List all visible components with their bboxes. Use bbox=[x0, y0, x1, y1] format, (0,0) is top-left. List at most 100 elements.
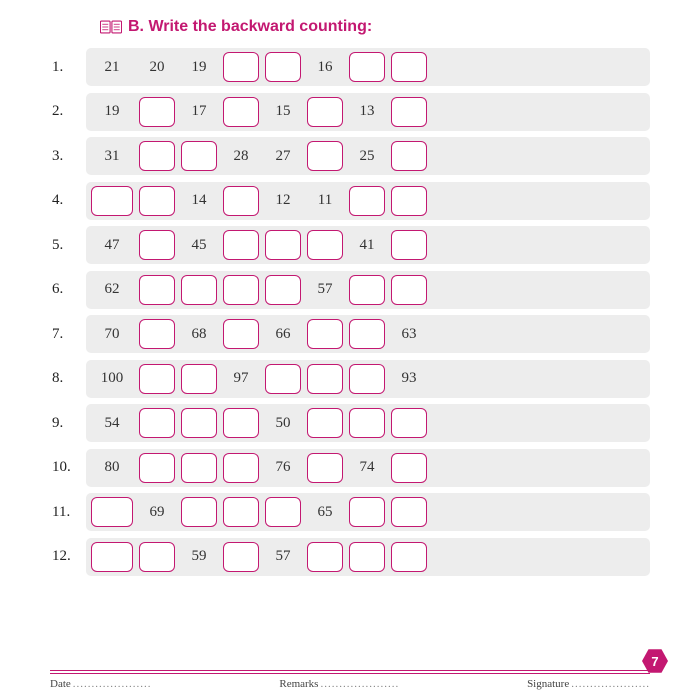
answer-box[interactable] bbox=[307, 319, 343, 349]
counting-row: 11.6965 bbox=[50, 493, 650, 531]
footer: Date ..................... Remarks .....… bbox=[0, 670, 700, 691]
given-number: 25 bbox=[349, 141, 385, 171]
given-number: 19 bbox=[91, 97, 133, 127]
answer-box[interactable] bbox=[91, 186, 133, 216]
cells-strip: 6965 bbox=[86, 493, 650, 531]
answer-box[interactable] bbox=[349, 364, 385, 394]
answer-box[interactable] bbox=[139, 364, 175, 394]
answer-box[interactable] bbox=[223, 319, 259, 349]
given-number: 68 bbox=[181, 319, 217, 349]
answer-box[interactable] bbox=[391, 275, 427, 305]
row-number: 10. bbox=[50, 459, 86, 476]
given-number: 65 bbox=[307, 497, 343, 527]
answer-box[interactable] bbox=[223, 230, 259, 260]
answer-box[interactable] bbox=[223, 275, 259, 305]
answer-box[interactable] bbox=[307, 97, 343, 127]
given-number: 12 bbox=[265, 186, 301, 216]
answer-box[interactable] bbox=[181, 364, 217, 394]
answer-box[interactable] bbox=[307, 364, 343, 394]
answer-box[interactable] bbox=[223, 497, 259, 527]
answer-box[interactable] bbox=[139, 275, 175, 305]
answer-box[interactable] bbox=[391, 542, 427, 572]
given-number: 17 bbox=[181, 97, 217, 127]
answer-box[interactable] bbox=[391, 453, 427, 483]
answer-box[interactable] bbox=[223, 453, 259, 483]
answer-box[interactable] bbox=[139, 408, 175, 438]
answer-box[interactable] bbox=[181, 275, 217, 305]
row-number: 1. bbox=[50, 59, 86, 76]
answer-box[interactable] bbox=[265, 275, 301, 305]
answer-box[interactable] bbox=[223, 542, 259, 572]
counting-row: 6.6257 bbox=[50, 271, 650, 309]
given-number: 50 bbox=[265, 408, 301, 438]
answer-box[interactable] bbox=[307, 141, 343, 171]
answer-box[interactable] bbox=[349, 186, 385, 216]
answer-box[interactable] bbox=[391, 408, 427, 438]
cells-strip: 5957 bbox=[86, 538, 650, 576]
answer-box[interactable] bbox=[223, 97, 259, 127]
answer-box[interactable] bbox=[265, 497, 301, 527]
answer-box[interactable] bbox=[349, 408, 385, 438]
answer-box[interactable] bbox=[139, 97, 175, 127]
dotted-line: ..................... bbox=[73, 678, 152, 690]
footer-signature: Signature ..................... bbox=[527, 678, 650, 690]
row-number: 7. bbox=[50, 326, 86, 343]
answer-box[interactable] bbox=[181, 141, 217, 171]
answer-box[interactable] bbox=[307, 408, 343, 438]
counting-row: 3.31282725 bbox=[50, 137, 650, 175]
signature-label: Signature bbox=[527, 678, 569, 690]
answer-box[interactable] bbox=[181, 408, 217, 438]
given-number: 70 bbox=[91, 319, 133, 349]
answer-box[interactable] bbox=[349, 542, 385, 572]
answer-box[interactable] bbox=[391, 52, 427, 82]
dotted-line: ..................... bbox=[571, 678, 650, 690]
cells-strip: 807674 bbox=[86, 449, 650, 487]
row-number: 2. bbox=[50, 103, 86, 120]
answer-box[interactable] bbox=[307, 453, 343, 483]
page-number: 7 bbox=[651, 654, 658, 669]
answer-box[interactable] bbox=[181, 453, 217, 483]
answer-box[interactable] bbox=[139, 230, 175, 260]
rows-container: 1.212019162.191715133.312827254.1412115.… bbox=[50, 48, 650, 576]
answer-box[interactable] bbox=[223, 186, 259, 216]
answer-box[interactable] bbox=[139, 453, 175, 483]
date-label: Date bbox=[50, 678, 71, 690]
given-number: 15 bbox=[265, 97, 301, 127]
cells-strip: 474541 bbox=[86, 226, 650, 264]
answer-box[interactable] bbox=[307, 230, 343, 260]
answer-box[interactable] bbox=[391, 497, 427, 527]
counting-row: 8.1009793 bbox=[50, 360, 650, 398]
answer-box[interactable] bbox=[349, 319, 385, 349]
answer-box[interactable] bbox=[391, 97, 427, 127]
answer-box[interactable] bbox=[223, 52, 259, 82]
answer-box[interactable] bbox=[391, 230, 427, 260]
answer-box[interactable] bbox=[139, 542, 175, 572]
answer-box[interactable] bbox=[307, 542, 343, 572]
answer-box[interactable] bbox=[223, 408, 259, 438]
answer-box[interactable] bbox=[349, 275, 385, 305]
section-title: B. Write the backward counting: bbox=[100, 18, 650, 36]
answer-box[interactable] bbox=[349, 497, 385, 527]
given-number: 41 bbox=[349, 230, 385, 260]
answer-box[interactable] bbox=[139, 186, 175, 216]
row-number: 5. bbox=[50, 237, 86, 254]
answer-box[interactable] bbox=[265, 230, 301, 260]
answer-box[interactable] bbox=[265, 364, 301, 394]
answer-box[interactable] bbox=[391, 186, 427, 216]
given-number: 80 bbox=[91, 453, 133, 483]
given-number: 66 bbox=[265, 319, 301, 349]
given-number: 14 bbox=[181, 186, 217, 216]
given-number: 27 bbox=[265, 141, 301, 171]
answer-box[interactable] bbox=[91, 497, 133, 527]
answer-box[interactable] bbox=[91, 542, 133, 572]
answer-box[interactable] bbox=[349, 52, 385, 82]
cells-strip: 6257 bbox=[86, 271, 650, 309]
answer-box[interactable] bbox=[181, 497, 217, 527]
answer-box[interactable] bbox=[265, 52, 301, 82]
row-number: 8. bbox=[50, 370, 86, 387]
answer-box[interactable] bbox=[139, 319, 175, 349]
answer-box[interactable] bbox=[139, 141, 175, 171]
counting-row: 2.19171513 bbox=[50, 93, 650, 131]
answer-box[interactable] bbox=[391, 141, 427, 171]
given-number: 21 bbox=[91, 52, 133, 82]
